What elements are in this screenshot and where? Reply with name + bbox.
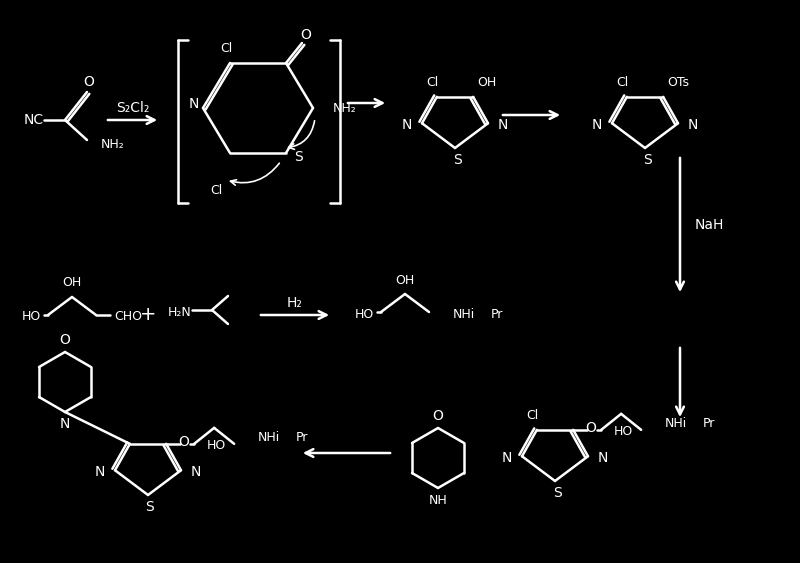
Text: S: S	[553, 486, 562, 500]
Text: Cl: Cl	[426, 77, 439, 90]
Text: NaH: NaH	[695, 218, 724, 232]
Text: N: N	[94, 465, 105, 479]
Text: NHi: NHi	[258, 431, 280, 444]
Text: Cl: Cl	[617, 77, 629, 90]
Text: O: O	[178, 435, 190, 449]
Text: H₂N: H₂N	[168, 306, 192, 319]
Text: O: O	[59, 333, 70, 347]
Text: H₂: H₂	[287, 296, 303, 310]
Text: N: N	[402, 118, 412, 132]
Text: NHi: NHi	[453, 307, 475, 320]
Text: NH₂: NH₂	[333, 101, 357, 114]
Text: Cl: Cl	[526, 409, 539, 422]
Text: HO: HO	[355, 307, 374, 320]
Text: O: O	[586, 421, 597, 435]
Text: S: S	[294, 150, 302, 164]
Text: Cl: Cl	[220, 42, 232, 56]
Text: HO: HO	[614, 426, 633, 439]
Text: S₂Cl₂: S₂Cl₂	[116, 101, 149, 115]
Text: N: N	[191, 465, 202, 479]
Text: OTs: OTs	[667, 77, 689, 90]
Text: CHO: CHO	[114, 311, 142, 324]
Text: Pr: Pr	[491, 307, 503, 320]
Text: OH: OH	[62, 276, 82, 289]
Text: NC: NC	[24, 113, 44, 127]
Text: N: N	[598, 452, 608, 465]
Text: +: +	[140, 306, 156, 324]
Text: HO: HO	[206, 439, 226, 452]
Text: OH: OH	[395, 274, 414, 287]
Text: N: N	[688, 118, 698, 132]
Text: Pr: Pr	[296, 431, 309, 444]
Text: N: N	[592, 118, 602, 132]
Text: N: N	[498, 118, 508, 132]
Text: O: O	[301, 28, 311, 42]
Text: S: S	[146, 500, 154, 514]
Text: S: S	[642, 153, 651, 167]
Text: Pr: Pr	[703, 417, 715, 430]
Text: NHi: NHi	[665, 417, 687, 430]
Text: O: O	[83, 75, 94, 89]
Text: S: S	[453, 153, 462, 167]
Text: NH: NH	[429, 494, 447, 507]
Text: OH: OH	[477, 77, 496, 90]
Text: O: O	[433, 409, 443, 423]
Text: HO: HO	[22, 311, 42, 324]
Text: Cl: Cl	[210, 184, 222, 196]
Text: N: N	[189, 97, 199, 111]
Text: N: N	[60, 417, 70, 431]
Text: N: N	[502, 452, 512, 465]
Text: NH₂: NH₂	[101, 137, 125, 150]
